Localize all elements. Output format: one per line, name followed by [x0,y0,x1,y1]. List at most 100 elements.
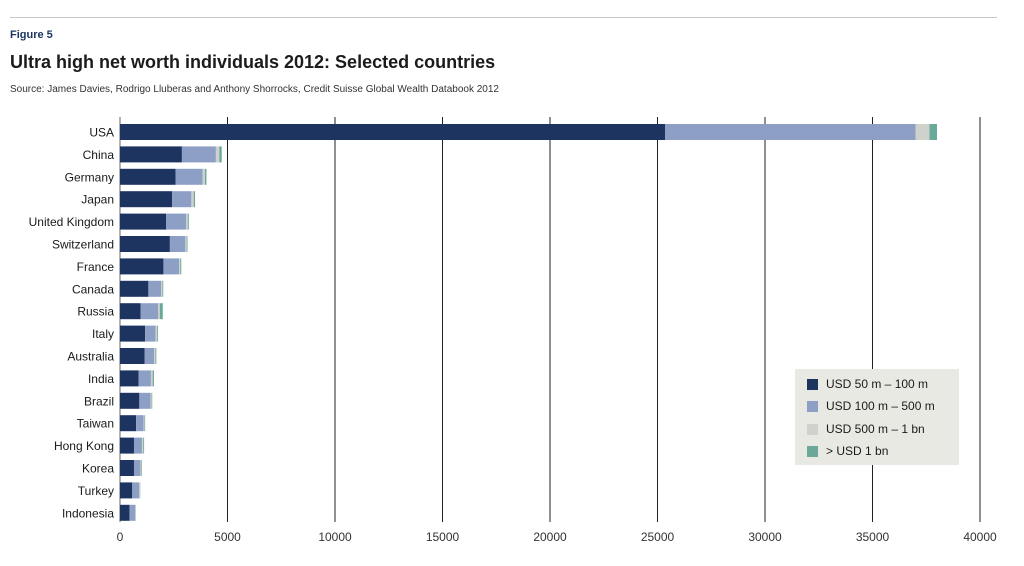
x-tick-label: 15000 [426,530,460,544]
category-labels: USA China Germany Japan United Kingdom Switze… [29,126,115,521]
bar-segment [180,258,182,275]
bar-segment [120,168,176,185]
legend-swatch-0 [807,378,818,390]
bar-segment [141,460,142,476]
bar-segment [193,191,196,208]
bar-segment [120,258,164,275]
x-axis-ticks: 0 5000 10000 15000 20000 25000 30000 35000 40000 [117,530,997,544]
legend-label: USD 500 m – 1 bn [826,422,925,436]
category-label: Japan [81,193,114,207]
bar-segment [140,303,159,320]
bar-segment [186,236,188,252]
bar-segment [181,146,216,163]
bar-segment [166,213,187,230]
bar-segment [157,325,159,342]
bar-segment [120,415,137,432]
legend-item: USD 100 m – 500 m [807,399,935,413]
chart-title: Ultra high net worth individuals 2012: S… [10,52,496,72]
bar-segment [187,213,189,230]
legend-label: USD 50 m – 100 m [826,377,929,391]
category-label: United Kingdom [29,215,114,229]
bar-segment [219,146,222,163]
bar-segment [215,146,220,163]
bar-segment [175,168,203,185]
figure-label: Figure 5 [10,29,53,41]
category-label: Canada [72,282,114,296]
bar-segment [145,325,156,342]
bar-segment [202,168,205,185]
bar-segment [120,392,140,409]
bars [120,124,937,521]
bar-segment [120,460,134,476]
x-tick-label: 40000 [963,530,997,544]
category-label: Turkey [78,484,114,498]
bar-segment [665,124,916,140]
x-tick-label: 30000 [748,530,782,544]
category-label: Germany [65,170,114,184]
category-label: Indonesia [62,506,114,520]
bar-segment [151,392,153,409]
bar-segment [915,124,930,140]
bar-segment [139,392,151,409]
legend-item: USD 50 m – 100 m [807,377,928,391]
bar-segment [139,482,140,499]
legend-item: > USD 1 bn [807,444,888,458]
bar-segment [120,504,130,521]
bar-segment [129,504,136,521]
category-label: India [88,372,114,386]
bar-segment [154,348,156,364]
category-label: Australia [67,350,114,364]
x-tick-label: 5000 [214,530,241,544]
bar-segment [150,370,153,387]
bar-segment [191,191,194,208]
bar-segment [120,370,139,387]
bar-segment [148,280,162,297]
legend-swatch-3 [807,445,818,457]
bar-segment [929,124,937,140]
bar-segment [120,437,134,454]
legend-item: USD 500 m – 1 bn [807,422,925,436]
bar-segment [143,415,145,432]
bar-segment [133,437,142,454]
category-label: Taiwan [77,417,114,431]
bar-segment [150,392,152,409]
chart-source: Source: James Davies, Rodrigo Lluberas a… [10,84,499,95]
bar-segment [120,191,173,208]
bar-segment [204,168,207,185]
bar-segment [136,415,144,432]
bar-segment [179,258,181,275]
category-label: Italy [92,327,114,341]
bar-segment [185,236,187,252]
bar-segment [120,482,133,499]
category-label: Brazil [84,394,114,408]
bar-segment [162,280,164,297]
bar-segment [120,124,666,140]
legend-swatch-1 [807,400,818,412]
legend-label: USD 100 m – 500 m [826,399,935,413]
bar-segment [163,258,180,275]
bar-segment [133,460,141,476]
x-tick-label: 0 [117,530,124,544]
category-label: Switzerland [52,238,114,252]
bar-segment [161,280,163,297]
x-tick-label: 35000 [856,530,890,544]
bar-segment [186,213,188,230]
category-label: USA [89,126,114,140]
bar-segment [158,303,160,320]
bar-segment [132,482,140,499]
x-tick-label: 20000 [533,530,567,544]
legend: USD 50 m – 100 m USD 100 m – 500 m USD 5… [795,369,959,465]
bar-segment [144,348,155,364]
legend-label: > USD 1 bn [826,444,889,458]
bar-segment [120,325,146,342]
category-label: Hong Kong [54,439,114,453]
bar-segment [138,370,151,387]
bar-segment [120,303,141,320]
bar-segment [120,213,167,230]
x-tick-label: 25000 [641,530,675,544]
bar-segment [172,191,192,208]
category-label: Russia [77,305,114,319]
legend-swatch-2 [807,423,818,435]
bar-segment [155,325,158,342]
